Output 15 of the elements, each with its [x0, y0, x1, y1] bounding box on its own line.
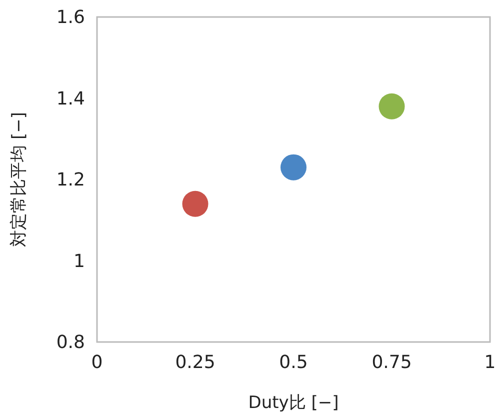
y-tick-label: 0.8: [56, 332, 85, 353]
y-axis-title: 対定常比平均 [−]: [9, 112, 29, 247]
x-tick-label: 0: [91, 352, 103, 373]
y-tick-label: 1: [74, 250, 85, 272]
x-axis-title: Duty比 [−]: [248, 393, 339, 413]
point: [182, 190, 208, 217]
y-tick-label: 1.2: [56, 170, 85, 190]
x-tick-label: 0.25: [175, 352, 216, 373]
x-tick-label: 1: [484, 352, 496, 373]
point: [280, 154, 306, 180]
y-tick-label: 1.6: [56, 7, 85, 28]
x-tick-label: 0.75: [372, 352, 412, 373]
x-tick-label: 0.5: [279, 352, 308, 373]
point: [378, 93, 405, 120]
y-tick-label: 1.4: [56, 88, 85, 110]
